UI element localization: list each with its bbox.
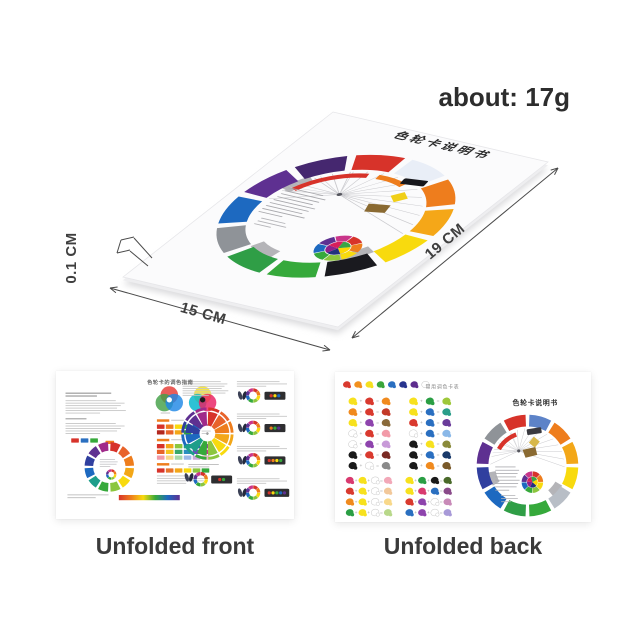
svg-text:=: = [376,443,379,448]
svg-text:=: = [376,400,379,405]
svg-text:+: + [414,479,417,484]
svg-text:=: = [380,511,383,516]
dimension-lines [109,167,559,352]
svg-text:=: = [437,410,440,415]
card-3d-view [122,111,549,334]
svg-text:+: + [355,479,358,484]
svg-text:+: + [420,453,423,458]
svg-text:=: = [376,410,379,415]
svg-text:=: = [380,490,383,495]
svg-text:=: = [380,500,383,505]
svg-text:+: + [355,500,358,505]
svg-text:+: + [359,410,362,415]
caption-unfolded-front: Unfolded front [95,533,255,559]
svg-text:+: + [359,400,362,405]
svg-text:+: + [427,511,430,516]
svg-text:=: = [440,490,443,495]
svg-text:=: = [376,421,379,426]
svg-text:+: + [414,511,417,516]
svg-text:=: = [437,421,440,426]
front-panel-title: 色轮卡的调色指南 [147,378,194,386]
unfolded-front-art: 色轮卡的调色指南 [65,378,290,501]
svg-text:=: = [440,479,443,484]
back-wheel-title: 色轮卡说明书 [512,398,558,407]
svg-text:+: + [427,490,430,495]
svg-text:=: = [437,432,440,437]
svg-text:+: + [359,464,362,469]
svg-text:+: + [367,500,370,505]
front-graphics [65,381,290,501]
svg-text:=: = [437,443,440,448]
svg-text:+: + [427,500,430,505]
svg-text:+: + [367,490,370,495]
svg-text:+: + [359,453,362,458]
svg-text:=: = [437,400,440,405]
back-graphics: + = + = + = + = + = + = + = + = + = + = + = + = + = + = + + = + + = + + = + + =… [343,381,579,517]
svg-text:+: + [420,421,423,426]
svg-text:+: + [414,500,417,505]
svg-text:+: + [427,479,430,484]
caption-unfolded-back: Unfolded back [383,533,543,559]
svg-text:+: + [355,490,358,495]
back-grid-title: 常用调色卡表 [426,383,460,390]
svg-text:=: = [440,511,443,516]
svg-text:+: + [420,400,423,405]
svg-text:+: + [420,432,423,437]
svg-text:+: + [420,464,423,469]
svg-text:=: = [376,464,379,469]
svg-text:+: + [367,479,370,484]
svg-text:+: + [420,443,423,448]
svg-text:+: + [359,421,362,426]
unfolded-back-panel: + = + = + = + = + = + = + = + = + = + = + = + = + = + = + + = + + = + + = + + =… [335,372,591,522]
svg-text:=: = [376,453,379,458]
unfolded-front-panel: 色轮卡的调色指南 [56,371,294,519]
svg-text:=: = [380,479,383,484]
svg-text:=: = [437,453,440,458]
unfolded-back-art: + = + = + = + = + = + = + = + = + = + = + = + = + = + = + + = + + = + + = + + =… [343,381,579,517]
svg-text:+: + [359,443,362,448]
svg-text:+: + [414,490,417,495]
thickness-label: 0.1 CM [63,232,80,283]
svg-text:+: + [359,432,362,437]
svg-text:=: = [440,500,443,505]
svg-text:+: + [355,511,358,516]
card-wheel [216,154,456,278]
weight-label: about: 17g [438,82,570,112]
svg-text:=: = [437,464,440,469]
svg-text:=: = [376,432,379,437]
svg-text:+: + [367,511,370,516]
svg-text:+: + [420,410,423,415]
